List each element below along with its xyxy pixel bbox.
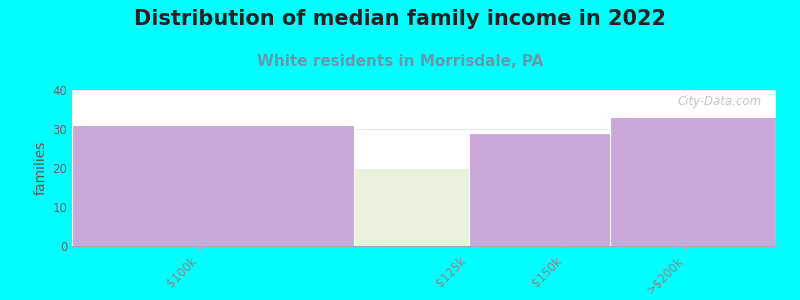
Bar bbox=[354, 168, 469, 246]
Y-axis label: families: families bbox=[34, 141, 48, 195]
Text: White residents in Morrisdale, PA: White residents in Morrisdale, PA bbox=[257, 54, 543, 69]
Bar bbox=[72, 125, 354, 246]
Text: Distribution of median family income in 2022: Distribution of median family income in … bbox=[134, 9, 666, 29]
Bar bbox=[610, 117, 776, 246]
Text: City-Data.com: City-Data.com bbox=[678, 95, 762, 108]
Bar bbox=[469, 133, 610, 246]
